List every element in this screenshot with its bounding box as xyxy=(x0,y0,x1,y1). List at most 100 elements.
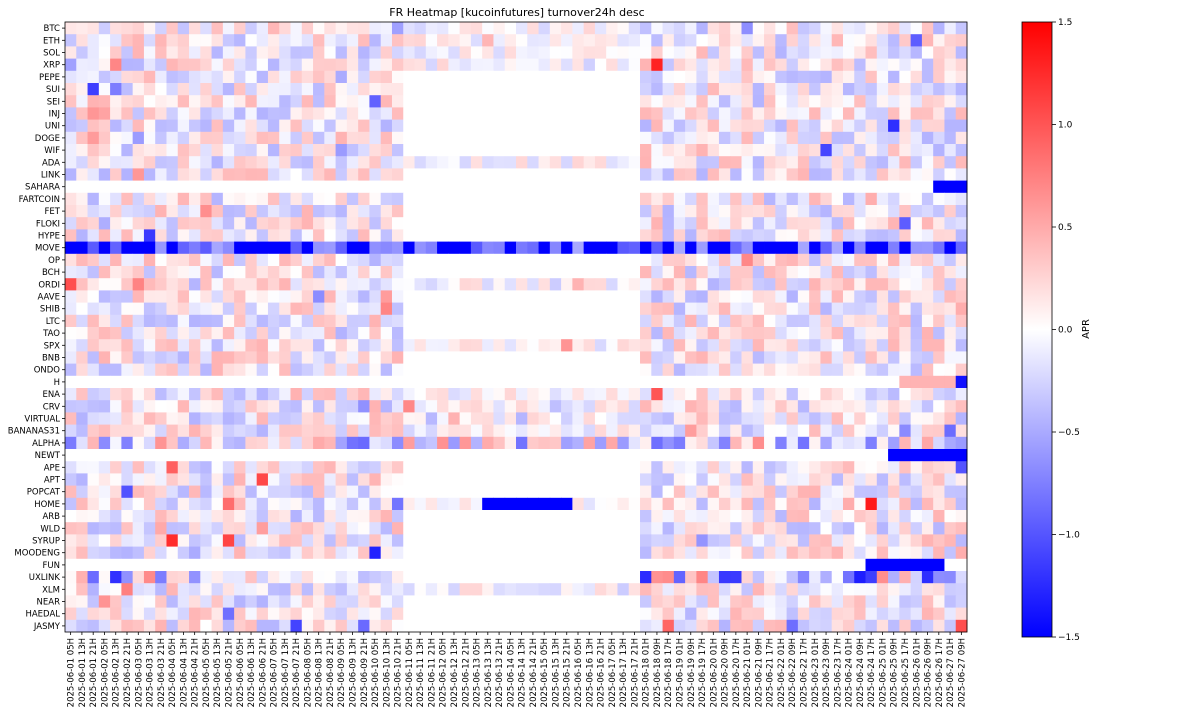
heatmap-cell xyxy=(820,436,833,450)
heatmap-cell xyxy=(888,583,900,596)
heatmap-cell xyxy=(346,497,359,511)
heatmap-cell xyxy=(290,351,303,364)
heatmap-cell xyxy=(628,400,641,413)
heatmap-cell xyxy=(854,22,866,35)
heatmap-cell xyxy=(707,424,720,438)
heatmap-cell xyxy=(200,363,212,377)
heatmap-cell xyxy=(944,375,957,389)
heatmap-cell xyxy=(921,205,934,218)
heatmap-cell xyxy=(910,607,923,621)
heatmap-cell xyxy=(425,107,438,120)
heatmap-cell xyxy=(504,83,517,96)
heatmap-cell xyxy=(358,83,370,96)
heatmap-cell xyxy=(324,302,336,316)
heatmap-cell xyxy=(752,290,765,303)
heatmap-cell xyxy=(831,95,844,108)
heatmap-cell xyxy=(696,510,709,523)
heatmap-cell xyxy=(459,95,472,108)
heatmap-cell xyxy=(921,400,934,413)
heatmap-cell xyxy=(527,253,539,267)
heatmap-cell xyxy=(143,534,156,547)
heatmap-cell xyxy=(944,34,957,47)
heatmap-cell xyxy=(425,473,438,486)
heatmap-cell xyxy=(166,412,179,425)
heatmap-cell xyxy=(583,327,596,340)
heatmap-cell xyxy=(76,22,88,35)
heatmap-cell xyxy=(448,107,461,120)
heatmap-cell xyxy=(234,119,246,133)
heatmap-cell xyxy=(166,278,179,291)
heatmap-cell xyxy=(707,70,720,84)
heatmap-cell xyxy=(425,241,438,255)
heatmap-cell xyxy=(899,363,912,377)
heatmap-cell xyxy=(842,375,855,389)
heatmap-cell xyxy=(707,119,720,133)
heatmap-cell xyxy=(121,131,134,145)
heatmap-cell xyxy=(279,461,291,474)
heatmap-cell xyxy=(504,607,517,621)
heatmap-cell xyxy=(437,83,449,96)
heatmap-cell xyxy=(346,388,359,401)
heatmap-cell xyxy=(290,449,303,462)
heatmap-cell xyxy=(820,192,833,206)
heatmap-cell xyxy=(493,266,506,279)
heatmap-cell xyxy=(775,168,788,181)
heatmap-cell xyxy=(775,339,788,352)
heatmap-cell xyxy=(516,546,528,560)
heatmap-cell xyxy=(437,168,449,181)
y-tick-label: BNB xyxy=(42,354,60,364)
heatmap-cell xyxy=(752,400,765,413)
heatmap-cell xyxy=(561,351,573,364)
heatmap-cell xyxy=(279,229,291,242)
heatmap-cell xyxy=(414,412,427,425)
heatmap-cell xyxy=(831,156,844,169)
heatmap-cell xyxy=(256,278,269,291)
heatmap-cell xyxy=(234,70,246,84)
heatmap-cell xyxy=(809,351,821,364)
heatmap-cell xyxy=(493,217,506,230)
heatmap-cell xyxy=(888,266,900,279)
heatmap-cell xyxy=(809,278,821,291)
heatmap-cell xyxy=(448,217,461,230)
heatmap-cell xyxy=(786,339,799,352)
heatmap-cell xyxy=(888,424,900,438)
heatmap-cell xyxy=(87,266,100,279)
heatmap-cell xyxy=(538,461,551,474)
heatmap-cell xyxy=(65,241,77,255)
heatmap-cell xyxy=(516,192,528,206)
heatmap-cell xyxy=(504,58,517,72)
heatmap-cell xyxy=(549,241,562,255)
heatmap-cell xyxy=(200,375,212,389)
heatmap-cell xyxy=(910,290,923,303)
heatmap-cell xyxy=(234,595,246,608)
heatmap-cell xyxy=(132,119,145,133)
heatmap-cell xyxy=(628,412,641,425)
y-tick-label: LTC xyxy=(46,317,60,327)
heatmap-cell xyxy=(234,522,246,535)
heatmap-cell xyxy=(854,510,866,523)
heatmap-cell xyxy=(662,314,675,328)
heatmap-cell xyxy=(741,558,754,572)
heatmap-cell xyxy=(640,510,652,523)
heatmap-cell xyxy=(98,192,111,206)
y-tick-label: HYPE xyxy=(38,232,60,242)
heatmap-cell xyxy=(459,485,472,499)
heatmap-cell xyxy=(876,388,889,401)
heatmap-cell xyxy=(606,619,618,633)
heatmap-cell xyxy=(752,314,765,328)
heatmap-cell xyxy=(561,107,573,120)
heatmap-cell xyxy=(673,363,686,377)
heatmap-cell xyxy=(583,229,596,242)
heatmap-cell xyxy=(459,522,472,535)
heatmap-cell xyxy=(459,339,472,352)
heatmap-cell xyxy=(222,241,235,255)
heatmap-cell xyxy=(335,314,348,328)
heatmap-cell xyxy=(741,607,754,621)
heatmap-cell xyxy=(820,412,833,425)
heatmap-cell xyxy=(234,619,246,633)
heatmap-cell xyxy=(166,192,179,206)
heatmap-cell xyxy=(617,83,630,96)
heatmap-cell xyxy=(200,400,212,413)
heatmap-cell xyxy=(842,156,855,169)
heatmap-cell xyxy=(786,412,799,425)
